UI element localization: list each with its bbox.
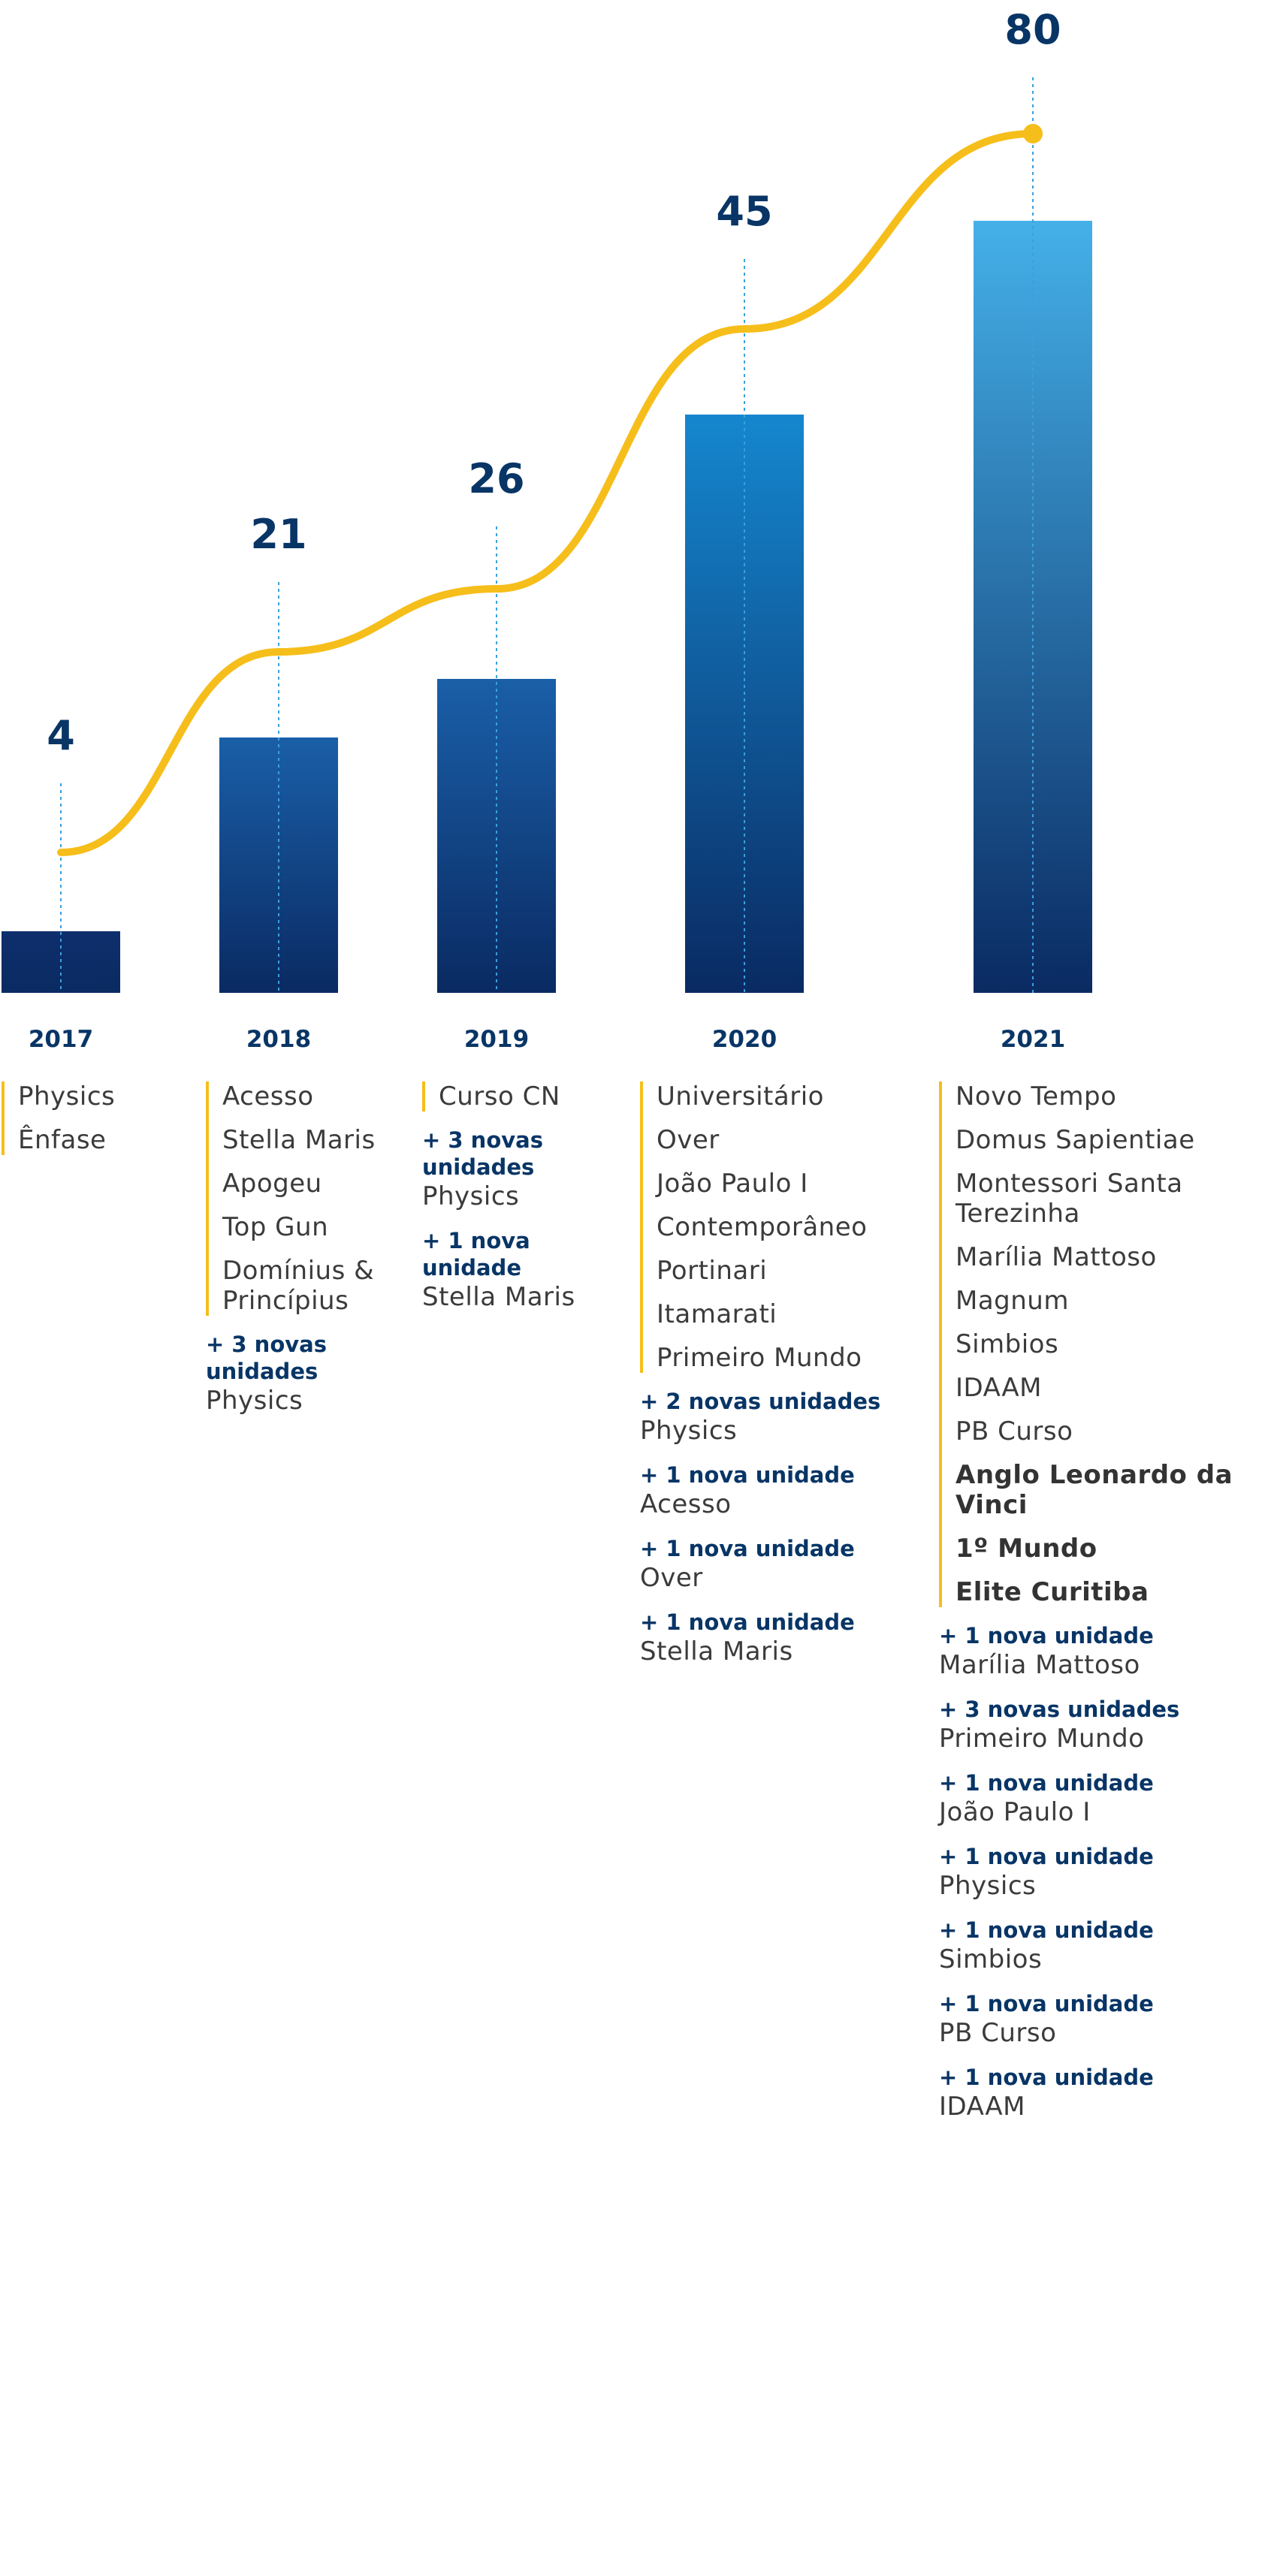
addition-block: + 1 nova unidade Stella Maris [640, 1609, 925, 1667]
addition-label: + 1 nova unidade [939, 1917, 1154, 1943]
unit-item: Simbios [956, 1329, 1059, 1359]
unit-item: Magnum [956, 1286, 1069, 1316]
unit-item: Curso CN [439, 1081, 560, 1112]
unit-item: Portinari [657, 1256, 768, 1286]
unit-item: Novo Tempo [956, 1081, 1117, 1112]
unit-item: Elite Curitiba [956, 1577, 1149, 1607]
column-2021: Novo Tempo Domus Sapientiae Montessori San… [939, 1081, 1254, 2122]
unit-item: Contemporâneo [657, 1212, 868, 1242]
addition-label: + 1 nova unidade [640, 1462, 855, 1488]
unit-item: Over [657, 1125, 720, 1155]
unit-item: Apogeu [222, 1169, 322, 1199]
addition-unit-name: Physics [422, 1181, 520, 1211]
unit-item: Ênfase [18, 1125, 107, 1155]
unit-item: Primeiro Mundo [657, 1343, 862, 1373]
addition-block: + 1 nova unidade IDAAM [939, 2064, 1254, 2122]
unit-item: Domínius & Princípius [222, 1256, 375, 1316]
units-list-2021: Novo Tempo Domus Sapientiae Montessori San… [939, 1081, 1254, 1607]
addition-label: + 1 nova unidade [939, 2065, 1154, 2090]
unit-item: PB Curso [956, 1416, 1073, 1446]
unit-item: Itamarati [657, 1299, 777, 1329]
addition-label: + 1 nova unidade [640, 1536, 855, 1561]
unit-item: Universitário [657, 1081, 824, 1112]
unit-item: João Paulo I [657, 1169, 808, 1199]
addition-block: + 1 nova unidade Over [640, 1535, 925, 1594]
bar-2020 [685, 415, 804, 993]
addition-unit-name: Stella Maris [640, 1636, 793, 1667]
addition-label: + 1 nova unidade [422, 1228, 530, 1280]
addition-label: + 3 novas unidades [939, 1697, 1180, 1722]
trend-line [57, 130, 1037, 856]
unit-item: Stella Maris [222, 1125, 376, 1155]
addition-block: + 3 novas unidades Physics [206, 1331, 401, 1416]
addition-unit-name: João Paulo I [939, 1797, 1091, 1827]
addition-unit-name: Simbios [939, 1944, 1043, 1974]
addition-unit-name: Over [640, 1563, 703, 1593]
value-label-2019: 26 [468, 455, 524, 502]
addition-block: + 3 novas unidades Primeiro Mundo [939, 1696, 1254, 1754]
unit-item: Physics [18, 1081, 116, 1112]
unit-item: Top Gun [222, 1212, 329, 1242]
trend-endpoint [1023, 124, 1043, 143]
addition-unit-name: Physics [939, 1871, 1037, 1901]
addition-label: + 1 nova unidade [939, 1844, 1154, 1869]
addition-block: + 1 nova unidade PB Curso [939, 1990, 1254, 2049]
addition-unit-name: PB Curso [939, 2018, 1057, 2048]
addition-block: + 1 nova unidade Simbios [939, 1917, 1254, 1975]
addition-label: + 3 novas unidades [422, 1127, 543, 1180]
growth-chart: 4 21 26 45 80 2017 2018 2019 2020 2021 [2, 6, 1092, 1053]
addition-block: + 3 novas unidades Physics [422, 1127, 617, 1212]
year-label-2019: 2019 [464, 1026, 529, 1053]
addition-label: + 1 nova unidade [640, 1609, 855, 1635]
units-list-2018: Acesso Stella Maris Apogeu Top Gun Domínius … [206, 1081, 401, 1316]
addition-unit-name: Stella Maris [422, 1282, 575, 1312]
value-label-2018: 21 [250, 511, 306, 558]
addition-block: + 1 nova unidade Physics [939, 1843, 1254, 1902]
value-label-2017: 4 [47, 712, 75, 759]
unit-item: 1º Mundo [956, 1534, 1097, 1564]
units-list-2017: Physics Ênfase [2, 1081, 189, 1155]
year-label-2017: 2017 [29, 1026, 93, 1053]
addition-unit-name: Physics [640, 1416, 738, 1446]
value-label-2020: 45 [716, 188, 772, 235]
unit-item: Acesso [222, 1081, 314, 1112]
addition-unit-name: Marília Mattoso [939, 1650, 1140, 1680]
value-label-2021: 80 [1004, 6, 1061, 53]
column-2019: Curso CN + 3 novas unidades Physics + 1 nov… [422, 1081, 617, 1313]
addition-unit-name: Acesso [640, 1489, 732, 1519]
addition-block: + 1 nova unidade Acesso [640, 1461, 925, 1520]
unit-item: Domus Sapientiae [956, 1125, 1195, 1155]
column-2017: Physics Ênfase [2, 1081, 189, 1169]
addition-block: + 1 nova unidade João Paulo I [939, 1769, 1254, 1828]
addition-label: + 3 novas unidades [206, 1332, 327, 1384]
addition-label: + 1 nova unidade [939, 1770, 1154, 1796]
column-2018: Acesso Stella Maris Apogeu Top Gun Domínius … [206, 1081, 401, 1416]
unit-item: Montessori Santa Terezinha [956, 1169, 1183, 1229]
units-list-2019: Curso CN [422, 1081, 617, 1112]
addition-label: + 1 nova unidade [939, 1991, 1154, 2016]
addition-block: + 1 nova unidade Stella Maris [422, 1227, 617, 1313]
year-label-2021: 2021 [1001, 1026, 1065, 1053]
addition-unit-name: Physics [206, 1386, 303, 1416]
unit-item: Marília Mattoso [956, 1242, 1157, 1272]
column-2020: Universitário Over João Paulo I Contemporân… [640, 1081, 925, 1667]
addition-block: + 2 novas unidades Physics [640, 1388, 925, 1446]
unit-item: IDAAM [956, 1373, 1042, 1403]
year-label-2018: 2018 [246, 1026, 311, 1053]
units-list-2020: Universitário Over João Paulo I Contemporân… [640, 1081, 925, 1373]
addition-unit-name: IDAAM [939, 2092, 1025, 2122]
year-label-2020: 2020 [712, 1026, 777, 1053]
unit-item: Anglo Leonardo da Vinci [956, 1460, 1233, 1520]
addition-block: + 1 nova unidade Marília Mattoso [939, 1622, 1254, 1681]
addition-unit-name: Primeiro Mundo [939, 1724, 1145, 1754]
addition-label: + 2 novas unidades [640, 1389, 881, 1414]
addition-label: + 1 nova unidade [939, 1623, 1154, 1648]
